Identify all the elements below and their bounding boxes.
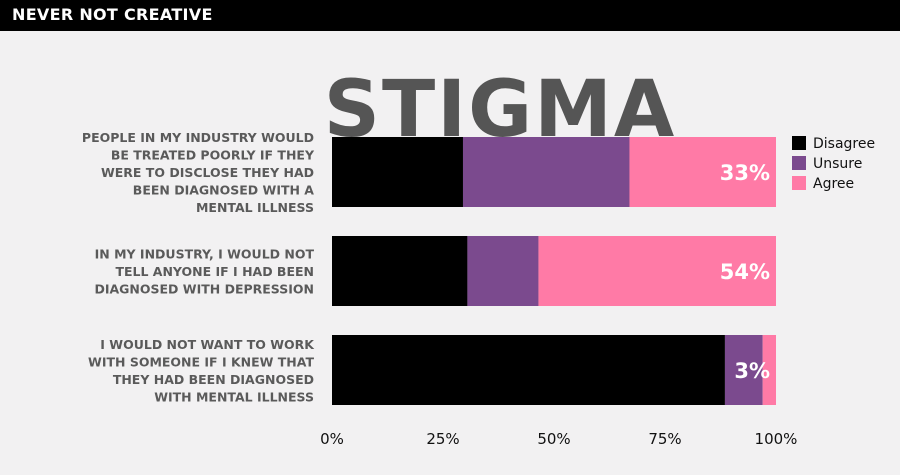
x-tick-label-1: 0% [320, 430, 344, 448]
bar-unsure-2 [467, 236, 539, 306]
category-label-2-line-2: TELL ANYONE IF I HAD BEEN [115, 264, 314, 279]
bar-unsure-1 [462, 137, 630, 207]
x-tick-label-4: 75% [648, 430, 681, 448]
bar-agree-2 [538, 236, 776, 306]
legend-swatch-unsure [792, 156, 806, 170]
legend-label-agree: Agree [813, 176, 854, 192]
data-label-2: 54% [720, 260, 770, 284]
data-label-1: 33% [720, 161, 770, 185]
bar-disagree-3 [332, 335, 725, 405]
brand-title: NEVER NOT CREATIVE [12, 5, 213, 24]
category-label-1-line-2: BE TREATED POORLY IF THEY [111, 148, 315, 163]
x-tick-label-5: 100% [755, 430, 798, 448]
x-tick-label-3: 50% [537, 430, 570, 448]
bar-agree-1 [629, 137, 776, 207]
x-tick-label-2: 25% [426, 430, 459, 448]
bar-agree-3 [762, 335, 776, 405]
bar-disagree-1 [332, 137, 463, 207]
header-bar: NEVER NOT CREATIVE [0, 0, 900, 31]
category-label-1-line-1: PEOPLE IN MY INDUSTRY WOULD [82, 130, 314, 145]
category-label-2-line-1: IN MY INDUSTRY, I WOULD NOT [95, 247, 315, 262]
legend-swatch-disagree [792, 136, 806, 150]
category-label-3-line-2: WITH SOMEONE IF I KNEW THAT [88, 354, 314, 369]
bar-unsure-3 [724, 335, 763, 405]
category-label-3-line-3: THEY HAD BEEN DIAGNOSED [113, 372, 314, 387]
category-label-3-line-4: WITH MENTAL ILLNESS [154, 389, 314, 404]
data-label-3: 3% [734, 359, 770, 383]
category-label-3-line-1: I WOULD NOT WANT TO WORK [100, 337, 315, 352]
bar-disagree-2 [332, 236, 468, 306]
legend-label-disagree: Disagree [813, 136, 875, 152]
category-label-1-line-5: MENTAL ILLNESS [196, 200, 314, 215]
legend-label-unsure: Unsure [813, 156, 862, 172]
category-label-1-line-3: WERE TO DISCLOSE THEY HAD [101, 165, 314, 180]
legend-swatch-agree [792, 176, 806, 190]
category-label-2-line-3: DIAGNOSED WITH DEPRESSION [94, 282, 314, 297]
category-label-1-line-4: BEEN DIAGNOSED WITH A [133, 183, 315, 198]
